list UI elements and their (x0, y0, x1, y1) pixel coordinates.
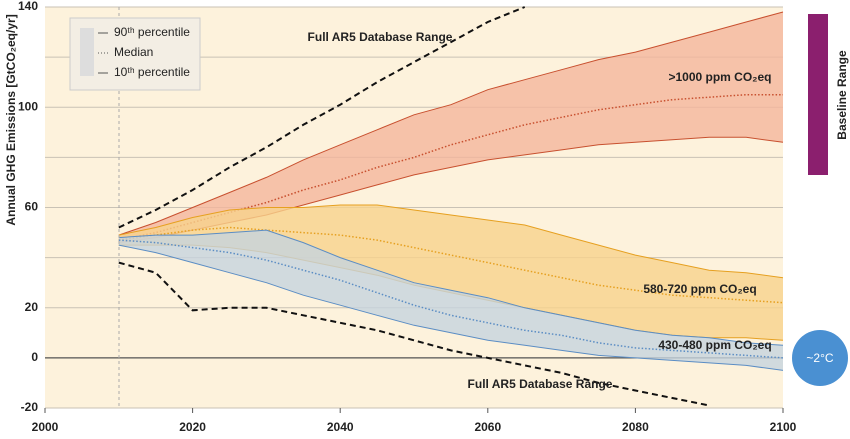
range-label: Full AR5 Database Range (468, 377, 613, 391)
upper-line (118, 229, 784, 346)
x-tick-label: 2020 (179, 420, 206, 434)
y-tick-label: 0 (31, 350, 38, 364)
legend-label: 90ᵗʰ percentile (114, 25, 190, 39)
baseline-label: Baseline Range (835, 50, 849, 140)
y-axis-label: Annual GHG Emissions [GtCO₂eq/yr] (4, 14, 18, 225)
x-tick-label: 2060 (474, 420, 501, 434)
series-label: 580-720 ppm CO₂eq (643, 282, 756, 296)
baseline-bar (808, 14, 828, 175)
median-line (118, 226, 784, 304)
range-line (118, 6, 526, 229)
x-tick-label: 2000 (32, 420, 59, 434)
series-label: 430-480 ppm CO₂eq (658, 338, 771, 352)
target-label: ~2°C (806, 351, 833, 365)
legend-label: 10ᵗʰ percentile (114, 65, 190, 79)
y-tick-label: -20 (21, 400, 39, 414)
y-tick-label: 20 (25, 300, 39, 314)
upper-line (118, 204, 784, 279)
legend-label: Median (114, 45, 153, 59)
x-tick-label: 2100 (770, 420, 797, 434)
y-tick-label: 60 (25, 200, 39, 214)
y-tick-label: 140 (18, 0, 38, 13)
y-tick-label: 100 (18, 99, 38, 113)
x-tick-label: 2040 (327, 420, 354, 434)
lower-line (118, 244, 784, 371)
series-label: >1000 ppm CO₂eq (668, 70, 771, 84)
legend: 90ᵗʰ percentile Median 10ᵗʰ percentile (69, 17, 201, 91)
band-area (118, 12, 784, 243)
upper-line (118, 11, 784, 236)
x-tick-label: 2080 (622, 420, 649, 434)
legend-swatch (80, 28, 94, 76)
range-label: Full AR5 Database Range (308, 30, 453, 44)
range-line (118, 261, 710, 407)
target-circle (792, 330, 848, 386)
